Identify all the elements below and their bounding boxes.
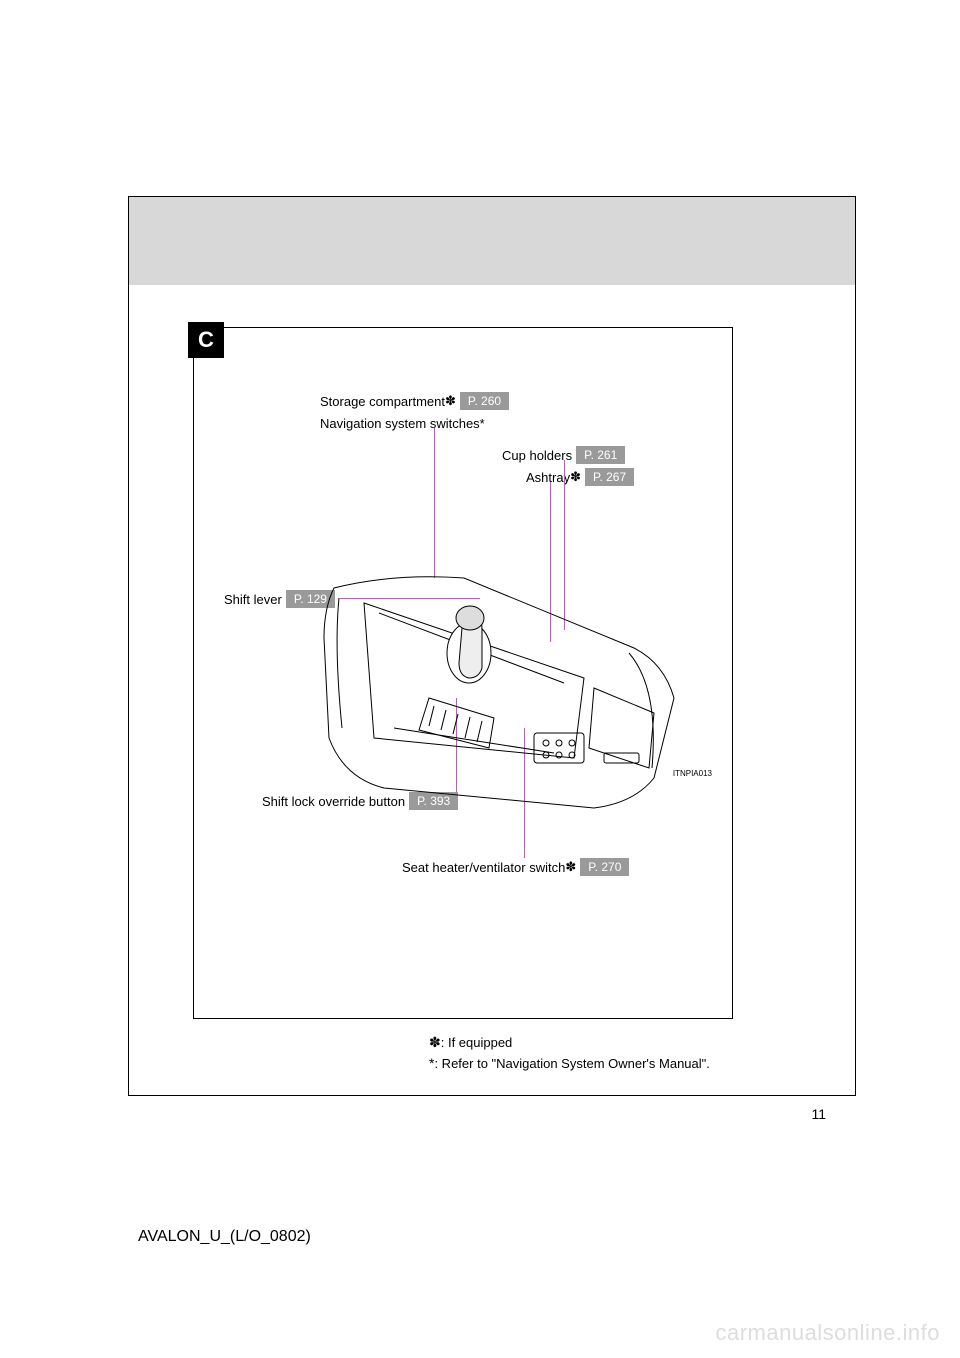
callout-line	[434, 428, 435, 578]
watermark: carmanualsonline.info	[715, 1320, 940, 1346]
label-suffix: *	[480, 416, 485, 431]
document-code: AVALON_U_(L/O_0802)	[138, 1228, 311, 1246]
label-text: Navigation system switches	[320, 416, 480, 431]
page-ref: P. 267	[585, 468, 634, 486]
footnote-text: : Refer to "Navigation System Owner's Ma…	[434, 1056, 709, 1071]
label-navigation: Navigation system switches*	[320, 416, 485, 431]
label-storage-compartment: Storage compartment✽ P. 260	[320, 392, 509, 410]
label-seat-heater: Seat heater/ventilator switch✽ P. 270	[402, 858, 629, 876]
image-code: ITNPIA013	[673, 769, 712, 778]
label-suffix: ✽	[570, 469, 581, 485]
footnote-line-2: *: Refer to "Navigation System Owner's M…	[429, 1053, 710, 1074]
label-suffix: ✽	[565, 859, 576, 875]
footnote-symbol: ✽	[429, 1034, 441, 1050]
label-text: Cup holders	[502, 448, 572, 463]
page-number: 11	[811, 1106, 826, 1122]
page-header-bar	[129, 197, 855, 285]
label-ashtray: Ashtray✽ P. 267	[526, 468, 634, 486]
label-text: Seat heater/ventilator switch	[402, 860, 565, 875]
section-badge: C	[188, 322, 224, 358]
diagram-frame: C Storage compartment✽ P. 260 Navigation…	[193, 327, 733, 1019]
page-outer-frame: C Storage compartment✽ P. 260 Navigation…	[128, 196, 856, 1096]
page-ref: P. 270	[580, 858, 629, 876]
footnote-line-1: ✽: If equipped	[429, 1032, 710, 1053]
label-suffix: ✽	[445, 393, 456, 409]
page-ref: P. 261	[576, 446, 625, 464]
footnote-text: : If equipped	[441, 1035, 513, 1050]
footnotes: ✽: If equipped *: Refer to "Navigation S…	[429, 1032, 710, 1074]
page-ref: P. 260	[460, 392, 509, 410]
center-console-illustration	[234, 558, 694, 818]
label-text: Storage compartment	[320, 394, 445, 409]
